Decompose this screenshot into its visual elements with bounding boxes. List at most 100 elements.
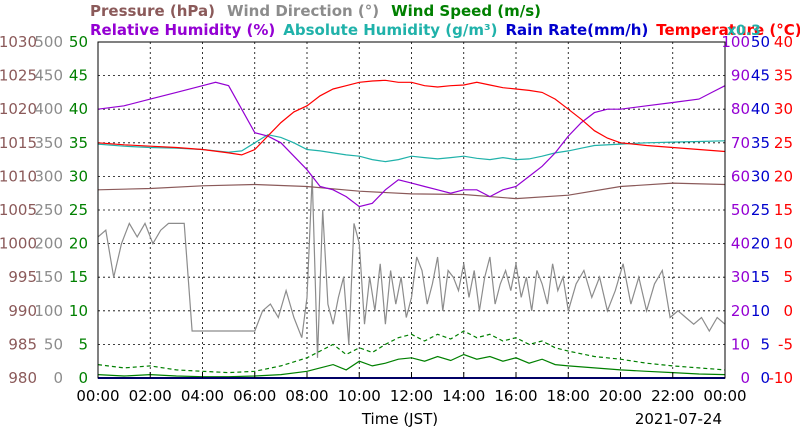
legend-entry-row2: Temperature (°C) xyxy=(656,21,800,39)
series-line-relative-humidity xyxy=(97,81,726,208)
y-tick-label-temperature: -10 xyxy=(769,369,794,387)
y-tick-label-rain-rate: 15 xyxy=(751,268,770,286)
y-tick-label-relative-humidity: 50 xyxy=(731,201,750,219)
y-tick-label-pressure: 980 xyxy=(8,369,37,387)
y-tick-label-relative-humidity: 90 xyxy=(731,67,750,85)
series-line-absolute-humidity-g-m xyxy=(97,134,726,163)
legend-entry-row2: Rain Rate(mm/h) xyxy=(505,21,648,39)
x-tick-label: 10:00 xyxy=(338,387,381,405)
y-tick-label-pressure: 1025 xyxy=(0,67,37,85)
y-tick-label-wind-direction: 450 xyxy=(34,67,63,85)
grid-lines xyxy=(98,42,725,378)
y-tick-label-wind-direction: 200 xyxy=(34,235,63,253)
y-tick-label-wind-speed: 35 xyxy=(69,134,88,152)
y-tick-label-temperature: 0 xyxy=(783,302,793,320)
y-tick-label-temperature: 5 xyxy=(783,268,793,286)
y-tick-label-wind-speed: 0 xyxy=(78,369,88,387)
y-tick-label-wind-speed: 20 xyxy=(69,235,88,253)
y-tick-label-temperature: 35 xyxy=(774,67,793,85)
y-tick-label-wind-speed: 45 xyxy=(69,67,88,85)
y-tick-label-relative-humidity: 0 xyxy=(740,369,750,387)
y-tick-label-wind-direction: 500 xyxy=(34,33,63,51)
y-tick-label-temperature: -5 xyxy=(778,335,793,353)
y-tick-label-temperature: 20 xyxy=(774,167,793,185)
y-tick-label-relative-humidity: 60 xyxy=(731,167,750,185)
y-tick-label-wind-speed: 50 xyxy=(69,33,88,51)
y-tick-label-wind-speed: 40 xyxy=(69,100,88,118)
series-line-wind-speed-m-s xyxy=(97,353,726,378)
y-tick-label-temperature: 15 xyxy=(774,201,793,219)
y-tick-label-pressure: 1005 xyxy=(0,201,37,219)
y-tick-label-wind-direction: 150 xyxy=(34,268,63,286)
y-tick-label-temperature: 10 xyxy=(774,235,793,253)
y-tick-label-relative-humidity: 40 xyxy=(731,235,750,253)
y-tick-label-rain-rate: 45 xyxy=(751,67,770,85)
legend-entry-row1: Wind Direction (°) xyxy=(227,2,379,20)
y-tick-label-rain-rate: 40 xyxy=(751,100,770,118)
y-tick-label-rain-rate: 35 xyxy=(751,134,770,152)
y-tick-label-temperature: 25 xyxy=(774,134,793,152)
y-tick-label-rain-rate: 50 xyxy=(751,33,770,51)
x-tick-label: 02:00 xyxy=(129,387,172,405)
y-tick-label-rain-rate: 20 xyxy=(751,235,770,253)
legend-entry-row2: Absolute Humidity (g/m³) xyxy=(283,21,497,39)
y-tick-label-wind-speed: 25 xyxy=(69,201,88,219)
y-tick-label-pressure: 1000 xyxy=(0,235,37,253)
y-tick-label-relative-humidity: 70 xyxy=(731,134,750,152)
y-tick-label-relative-humidity: 30 xyxy=(731,268,750,286)
y-tick-label-wind-direction: 50 xyxy=(44,335,63,353)
y-tick-label-rain-rate: 5 xyxy=(760,335,770,353)
y-tick-label-rain-rate: 0 xyxy=(760,369,770,387)
x-tick-label: 06:00 xyxy=(233,387,276,405)
y-tick-label-relative-humidity: 20 xyxy=(731,302,750,320)
y-tick-label-pressure: 995 xyxy=(8,268,37,286)
y-tick-label-wind-speed: 30 xyxy=(69,167,88,185)
y-tick-label-wind-direction: 400 xyxy=(34,100,63,118)
x-tick-label: 22:00 xyxy=(651,387,694,405)
y-tick-label-temperature: 40 xyxy=(774,33,793,51)
plot-frame xyxy=(97,41,726,379)
y-tick-label-pressure: 990 xyxy=(8,302,37,320)
x-tick-label: 00:00 xyxy=(76,387,119,405)
y-tick-label-rain-rate: 10 xyxy=(751,302,770,320)
y-tick-label-wind-speed: 10 xyxy=(69,302,88,320)
y-tick-label-rain-rate: 25 xyxy=(751,201,770,219)
x-tick-label: 00:00 xyxy=(703,387,746,405)
legend: Pressure (hPa) Wind Direction (°) Wind Spe… xyxy=(90,2,800,39)
x-tick-label: 18:00 xyxy=(547,387,590,405)
y-tick-label-relative-humidity: 80 xyxy=(731,100,750,118)
series-line-wind-direction xyxy=(97,176,726,358)
x-tick-label: 08:00 xyxy=(285,387,328,405)
y-tick-label-wind-direction: 350 xyxy=(34,134,63,152)
y-tick-label-pressure: 985 xyxy=(8,335,37,353)
y-tick-label-wind-direction: 250 xyxy=(34,201,63,219)
series-line-temperature-c xyxy=(97,79,726,156)
series-line-pressure-hpa xyxy=(97,182,726,200)
y-tick-label-relative-humidity: 10 xyxy=(731,335,750,353)
x-tick-label: 20:00 xyxy=(599,387,642,405)
abs-humidity-scale-note: x0.3 xyxy=(727,23,761,39)
x-tick-label: 14:00 xyxy=(442,387,485,405)
y-tick-label-pressure: 1030 xyxy=(0,33,37,51)
x-tick-label: 12:00 xyxy=(390,387,433,405)
x-tick-label: 16:00 xyxy=(494,387,537,405)
y-tick-label-wind-speed: 15 xyxy=(69,268,88,286)
y-tick-label-relative-humidity: 100 xyxy=(721,33,750,51)
y-tick-label-rain-rate: 30 xyxy=(751,167,770,185)
y-tick-label-wind-direction: 100 xyxy=(34,302,63,320)
y-tick-label-wind-speed: 5 xyxy=(78,335,88,353)
y-tick-label-temperature: 30 xyxy=(774,100,793,118)
date-label: 2021-07-24 xyxy=(635,410,722,428)
legend-entry-row1: Wind Speed (m/s) xyxy=(391,2,541,20)
y-tick-label-pressure: 1010 xyxy=(0,167,37,185)
y-tick-label-pressure: 1015 xyxy=(0,134,37,152)
series-line-wind-speed-gust-m-s xyxy=(97,330,726,374)
x-tick-label: 04:00 xyxy=(181,387,224,405)
y-tick-label-wind-direction: 0 xyxy=(53,369,63,387)
axis-labels: 1030102510201015101010051000995990985980… xyxy=(0,33,793,428)
y-tick-label-wind-direction: 300 xyxy=(34,167,63,185)
y-tick-label-pressure: 1020 xyxy=(0,100,37,118)
legend-entry-row2: Relative Humidity (%) xyxy=(90,21,275,39)
